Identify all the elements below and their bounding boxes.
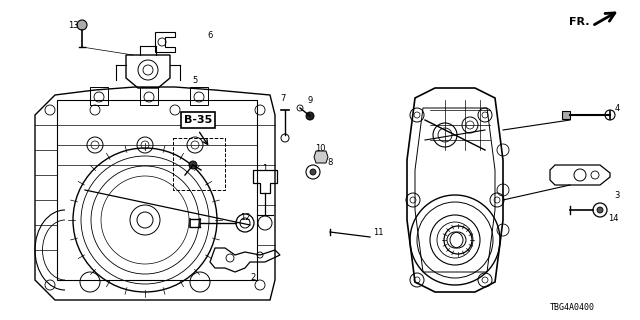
Text: 14: 14 [608, 213, 618, 222]
Circle shape [189, 161, 197, 169]
Text: 6: 6 [207, 30, 212, 39]
Bar [562, 111, 570, 119]
Circle shape [310, 169, 316, 175]
Text: 3: 3 [614, 190, 620, 199]
Text: 12: 12 [240, 212, 250, 221]
Bar [140, 87, 158, 105]
FancyArrowPatch shape [595, 13, 615, 25]
Text: 8: 8 [327, 157, 333, 166]
Text: 10: 10 [315, 143, 325, 153]
Polygon shape [314, 151, 328, 163]
Circle shape [597, 207, 603, 213]
Text: 1: 1 [262, 164, 268, 172]
Text: TBG4A0400: TBG4A0400 [550, 303, 595, 313]
Text: 13: 13 [68, 20, 78, 29]
Text: 9: 9 [307, 95, 312, 105]
Bar [57, 100, 257, 280]
Circle shape [306, 112, 314, 120]
Text: 7: 7 [280, 93, 285, 102]
Bar [173, 138, 225, 190]
Bar [90, 87, 108, 105]
Text: FR.: FR. [570, 17, 590, 27]
Text: 5: 5 [193, 76, 198, 84]
Text: B-35: B-35 [184, 115, 212, 125]
Bar [190, 87, 208, 105]
Text: 2: 2 [250, 273, 255, 282]
Circle shape [77, 20, 87, 30]
Text: 11: 11 [372, 228, 383, 236]
Text: 4: 4 [614, 103, 620, 113]
